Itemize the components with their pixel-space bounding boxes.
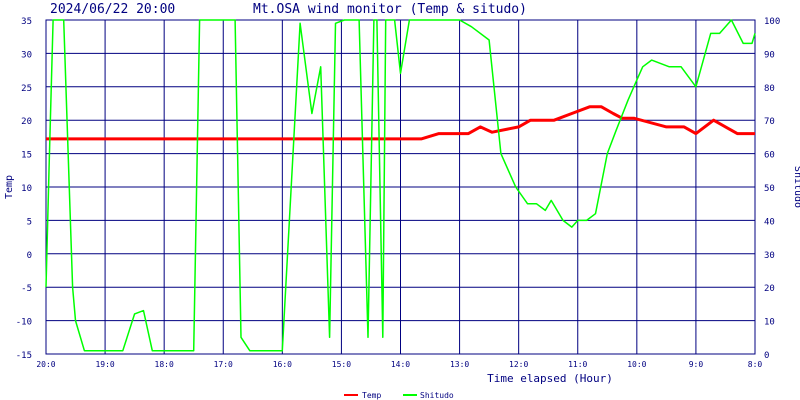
y-left-tick-label: -15 [16, 351, 32, 361]
y-left-tick-label: -10 [16, 318, 32, 328]
x-tick-label: 13:0 [450, 360, 469, 369]
y-left-tick-label: 25 [21, 84, 32, 94]
x-tick-label: 14:0 [391, 360, 410, 369]
legend: Temp Shitudo [344, 391, 454, 400]
y-right-tick-label: 30 [764, 251, 775, 261]
y-left-tick-label: 5 [27, 217, 32, 227]
x-axis-label: Time elapsed (Hour) [487, 372, 613, 385]
y-left-axis-label: Temp [4, 175, 15, 199]
y-right-tick-label: 40 [764, 217, 775, 227]
series-line-temp [46, 105, 755, 141]
grid [45, 19, 756, 355]
y-right-tick-label: 100 [764, 17, 780, 27]
x-tick-label: 15:0 [332, 360, 351, 369]
y-right-tick-label: 20 [764, 284, 775, 294]
legend-label-temp: Temp [362, 391, 381, 400]
y-right-tick-label: 50 [764, 184, 775, 194]
plot-frame [45, 19, 756, 355]
chart-title: Mt.OSA wind monitor (Temp & situdo) [253, 2, 527, 17]
x-tick-label: 10:0 [627, 360, 646, 369]
y-right-axis-label: Shitudo [792, 166, 800, 208]
tick-labels: 20:0 19:0 18:0 17:0 16:0 15:0 14:0 13:0 12:0 11:0… [16, 17, 781, 369]
legend-label-shitudo: Shitudo [420, 391, 454, 400]
x-tick-label: 11:0 [568, 360, 587, 369]
x-tick-label: 17:0 [214, 360, 233, 369]
x-tick-label: 8:0 [748, 360, 763, 369]
y-left-tick-label: 15 [21, 151, 32, 161]
x-tick-label: 9:0 [689, 360, 704, 369]
series-lines [45, 19, 756, 352]
y-right-tick-label: 0 [764, 351, 769, 361]
x-tick-label: 20:0 [36, 360, 55, 369]
y-left-tick-label: 30 [21, 50, 32, 60]
x-tick-label: 16:0 [273, 360, 292, 369]
y-right-tick-label: 10 [764, 318, 775, 328]
y-left-tick-label: 35 [21, 17, 32, 27]
x-tick-label: 12:0 [509, 360, 528, 369]
y-right-tick-label: 70 [764, 117, 775, 127]
x-tick-label: 19:0 [95, 360, 114, 369]
header-timestamp: 2024/06/22 20:00 [50, 2, 175, 17]
y-left-tick-label: 10 [21, 184, 32, 194]
y-left-tick-label: 20 [21, 117, 32, 127]
x-tick-label: 18:0 [155, 360, 174, 369]
y-right-tick-label: 80 [764, 84, 775, 94]
y-left-tick-label: 0 [27, 251, 32, 261]
series-line-shitudo [45, 19, 756, 352]
y-left-tick-label: -5 [21, 284, 32, 294]
y-right-tick-label: 60 [764, 151, 775, 161]
y-right-tick-label: 90 [764, 50, 775, 60]
